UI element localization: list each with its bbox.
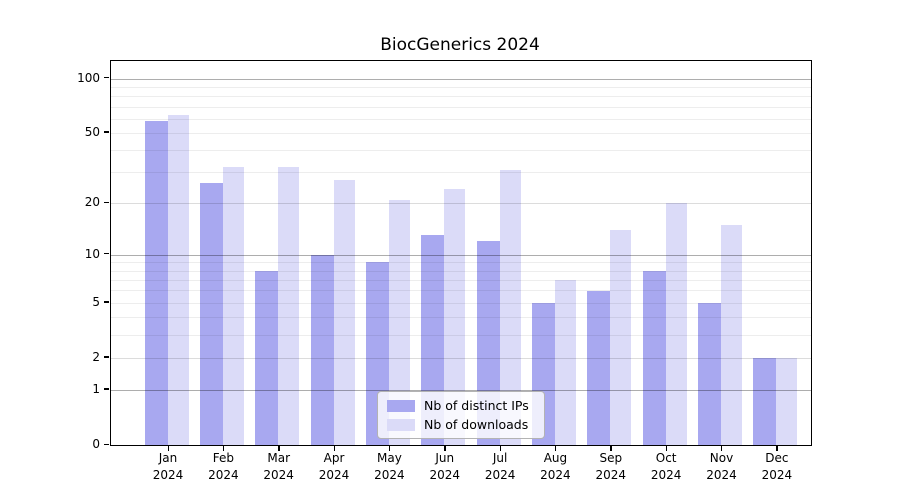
gridline-minor-3 [111, 334, 811, 336]
x-tick-apr [333, 445, 335, 451]
x-tick-label-jan: Jan 2024 [152, 451, 184, 482]
gridline-minor-90 [111, 86, 811, 88]
x-tick-label-feb: Feb 2024 [208, 451, 239, 482]
gridline-minor-2 [111, 357, 811, 359]
bar-downloads-mar [278, 167, 300, 445]
x-tick-mar [278, 445, 280, 451]
bar-distinct-ips-jan [144, 121, 168, 445]
x-tick-dec [776, 445, 778, 451]
gridline-minor-5 [111, 302, 811, 304]
y-tick-0 [104, 443, 109, 445]
y-tick-label-5: 5 [92, 294, 100, 309]
x-tick-nov [721, 445, 723, 451]
y-tick-label-20: 20 [84, 195, 100, 210]
gridline-minor-6 [111, 290, 811, 292]
x-tick-label-apr: Apr 2024 [318, 451, 350, 482]
legend-label-downloads: Nb of downloads [424, 417, 529, 432]
x-tick-label-nov: Nov 2024 [706, 451, 737, 482]
gridline-major-10 [111, 254, 811, 256]
x-tick-label-may: May 2024 [374, 451, 405, 482]
bar-downloads-jan [167, 114, 189, 445]
gridline-major-100 [111, 78, 811, 80]
x-tick-jul [499, 445, 501, 451]
bar-distinct-ips-apr [310, 254, 334, 445]
x-tick-feb [222, 445, 225, 451]
y-tick-label-2: 2 [92, 349, 100, 364]
bar-downloads-may [388, 199, 410, 445]
y-tick-label-50: 50 [84, 124, 100, 139]
x-tick-may [388, 445, 391, 451]
legend-swatch-downloads [387, 418, 415, 431]
x-tick-jan [167, 445, 169, 451]
bar-downloads-jul [499, 169, 521, 445]
y-tick-50 [104, 131, 109, 133]
gridline-minor-2 [111, 357, 811, 359]
gridline-minor-50 [111, 132, 811, 134]
gridline-minor-20 [111, 203, 811, 205]
gridline-minor-9 [111, 262, 811, 264]
plot-area [110, 60, 812, 446]
bar-downloads-apr [333, 180, 355, 445]
y-tick-label-0: 0 [92, 437, 100, 451]
bar-distinct-ips-nov [698, 302, 721, 445]
bar-downloads-nov [721, 224, 742, 445]
bar-downloads-aug [554, 279, 576, 445]
gridline-minor-8 [111, 270, 811, 272]
x-tick-label-sep: Sep 2024 [595, 451, 627, 482]
bar-downloads-jun [444, 189, 466, 445]
bar-downloads-oct [665, 203, 687, 445]
y-tick-2 [104, 356, 109, 358]
x-tick-label-aug: Aug 2024 [540, 451, 571, 482]
y-tick-10 [104, 253, 109, 255]
y-tick-100 [104, 77, 109, 79]
y-tick-20 [104, 201, 109, 204]
x-tick-label-oct: Oct 2024 [650, 451, 682, 482]
y-tick-label-10: 10 [84, 246, 100, 261]
bar-downloads-dec [776, 357, 798, 445]
gridline-minor-40 [111, 150, 811, 152]
x-tick-label-mar: Mar 2024 [263, 451, 294, 482]
bar-downloads-sep [610, 229, 632, 445]
legend-swatch-distinct-ips [387, 399, 415, 412]
x-tick-oct [665, 445, 668, 451]
gridline-minor-70 [111, 106, 811, 108]
y-tick-5 [104, 301, 109, 303]
legend: Nb of distinct IPs Nb of downloads [377, 391, 545, 439]
y-tick-label-100: 100 [77, 70, 100, 85]
gridline-minor-4 [111, 317, 811, 319]
x-tick-label-jun: Jun 2024 [429, 451, 461, 482]
y-tick-label-1: 1 [92, 381, 100, 396]
x-tick-label-dec: Dec 2024 [761, 451, 793, 482]
bar-distinct-ips-oct [642, 270, 666, 445]
bar-distinct-ips-mar [255, 270, 279, 445]
gridline-minor-80 [111, 96, 811, 98]
bar-distinct-ips-feb [199, 183, 223, 445]
x-tick-jun [444, 445, 446, 451]
x-tick-label-jul: Jul 2024 [484, 451, 516, 482]
bar-distinct-ips-sep [587, 290, 611, 445]
x-tick-sep [610, 445, 612, 451]
gridline-minor-7 [111, 279, 811, 281]
gridline-minor-20 [111, 203, 811, 205]
legend-item-distinct-ips: Nb of distinct IPs [387, 398, 535, 413]
legend-item-downloads: Nb of downloads [387, 417, 535, 432]
gridline-major-1 [111, 389, 811, 391]
bar-downloads-feb [222, 167, 244, 445]
chart-title: BiocGenerics 2024 [380, 35, 540, 55]
legend-label-distinct-ips: Nb of distinct IPs [424, 398, 529, 413]
y-tick-1 [104, 388, 109, 390]
gridline-minor-30 [111, 172, 811, 174]
bar-distinct-ips-dec [753, 357, 777, 445]
x-tick-aug [554, 445, 557, 451]
gridline-minor-60 [111, 118, 811, 120]
